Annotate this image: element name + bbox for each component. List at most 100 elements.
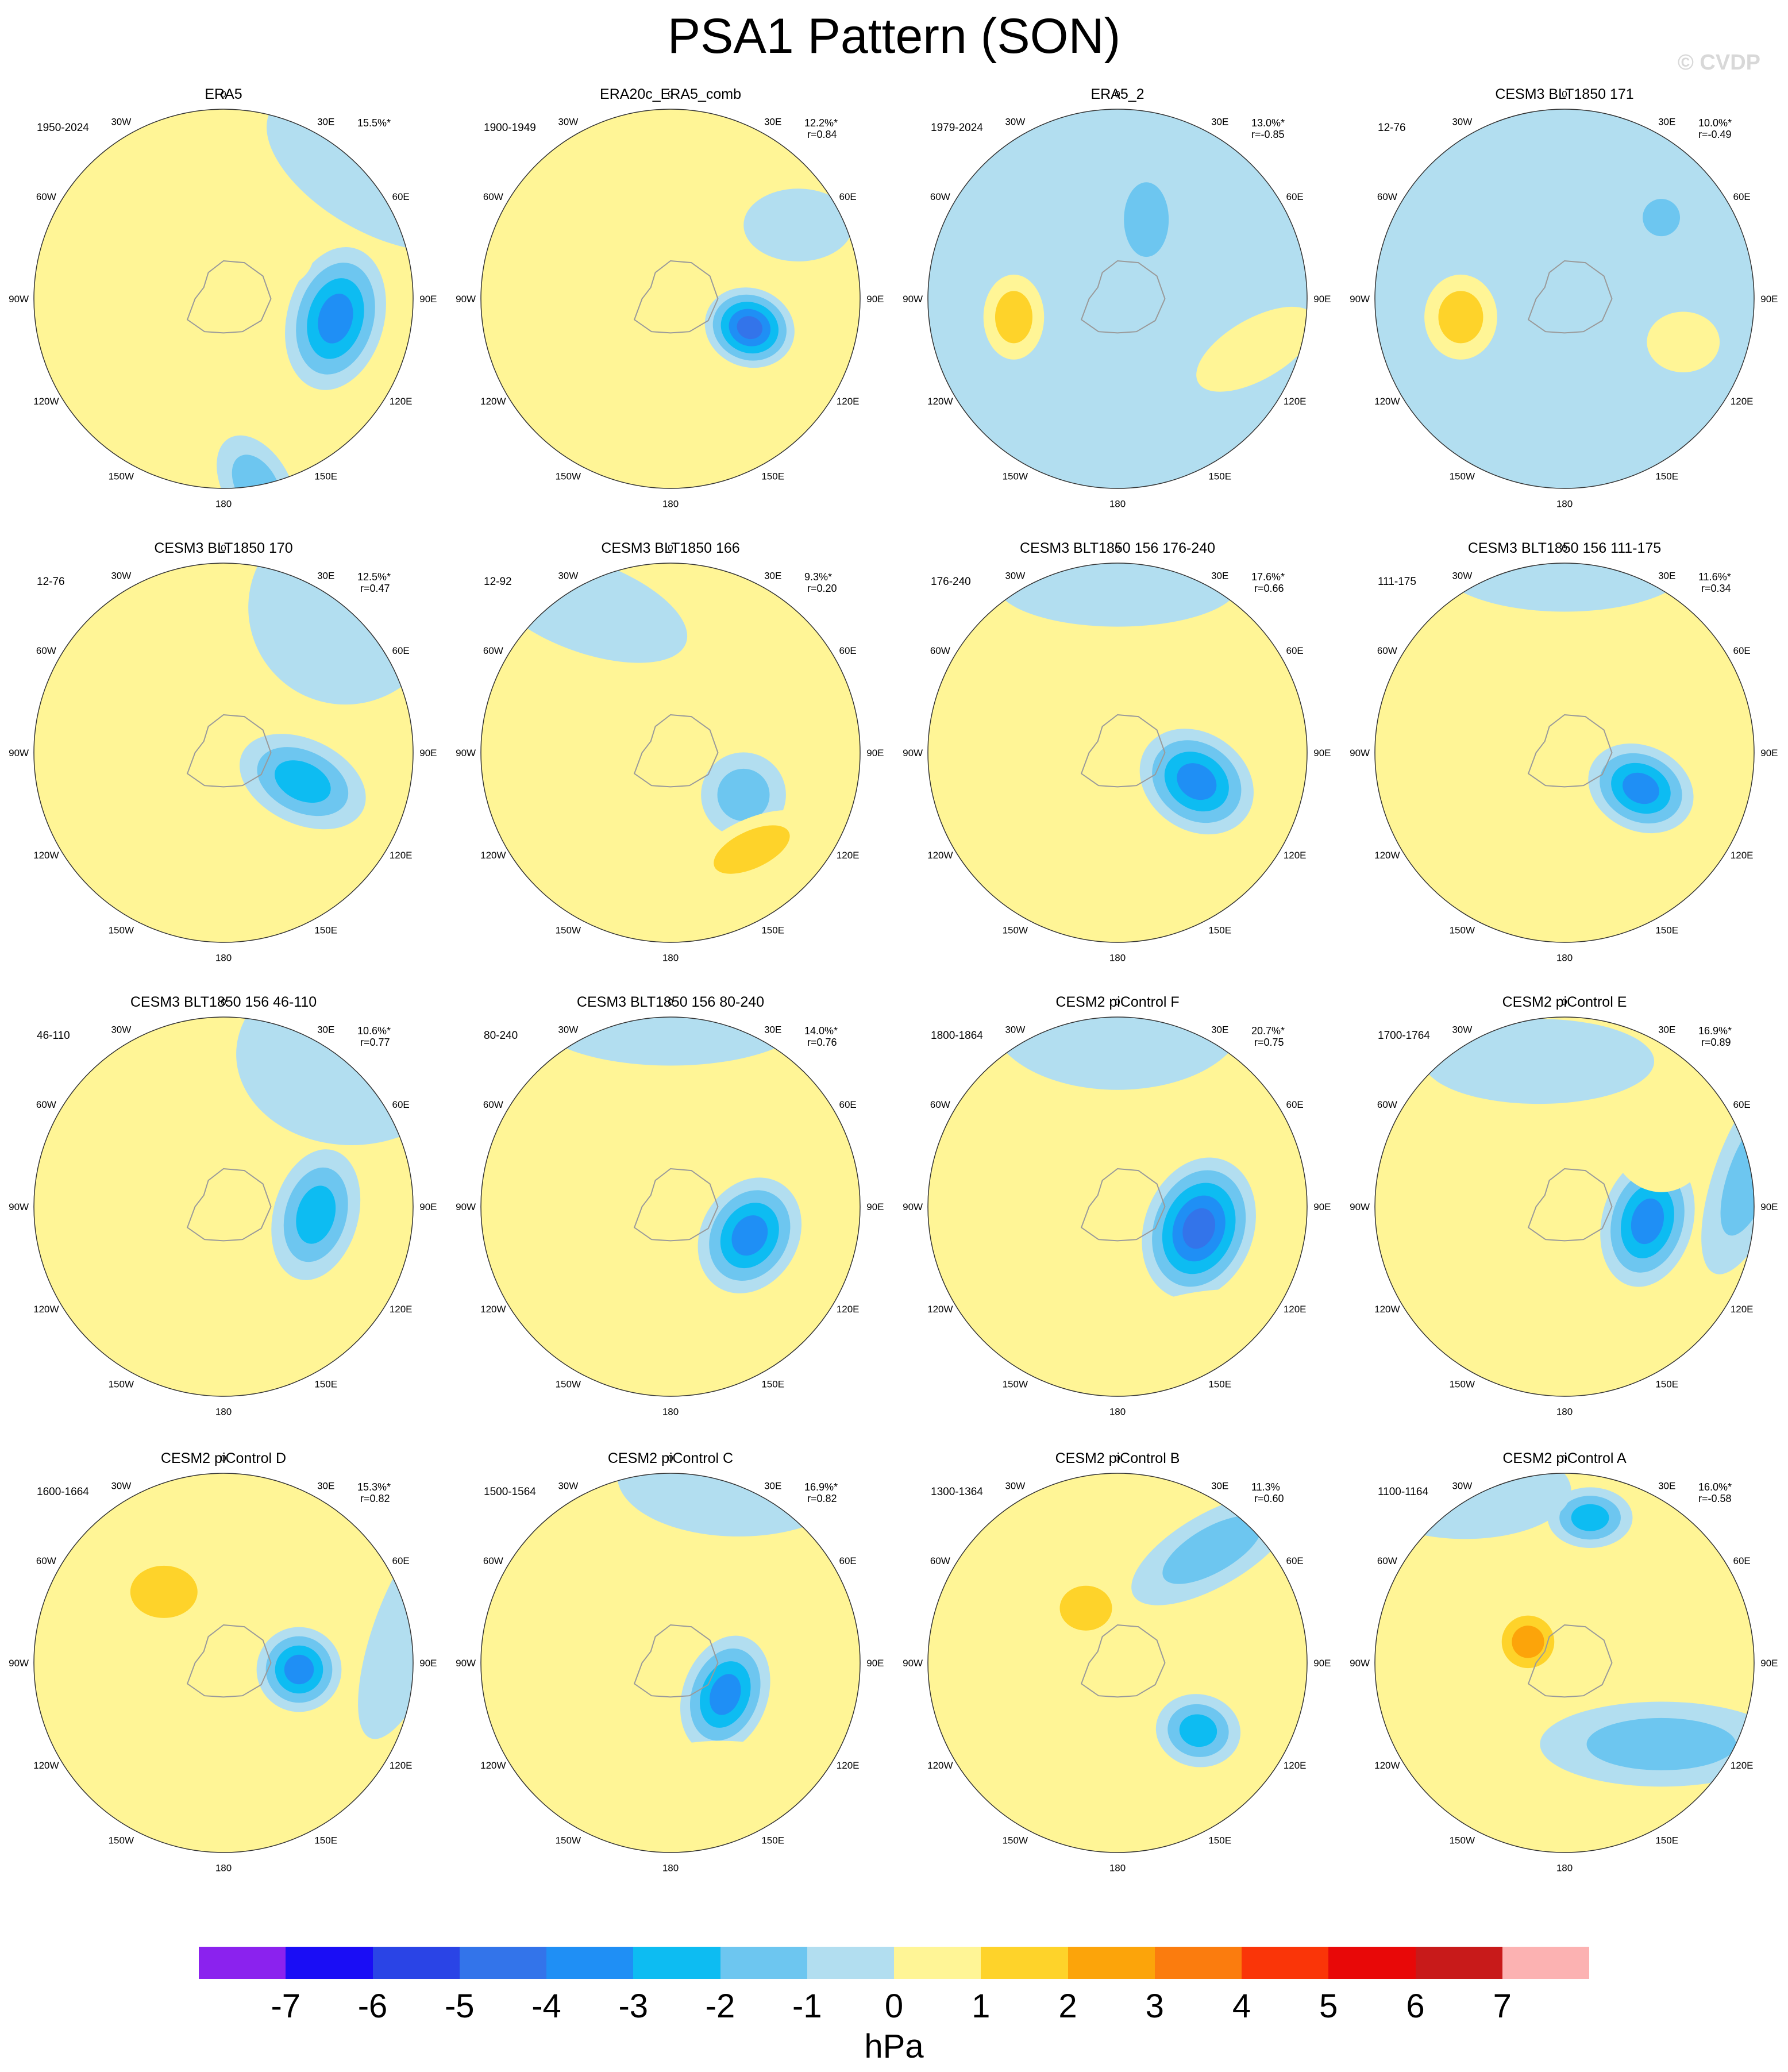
map-panel: 0 30E 60E 90E 120E 150E 180 150W 120W 90W 60W 30W CE… <box>1341 80 1788 534</box>
lon-label: 60W <box>1377 1555 1397 1566</box>
lon-label: 60E <box>1286 645 1304 656</box>
lon-label: 150E <box>1208 1379 1231 1390</box>
lon-label: 60W <box>930 645 950 656</box>
lon-label: 150E <box>1655 1835 1678 1846</box>
panel-stats: 14.0%* r=0.76 <box>804 1025 838 1048</box>
map-border <box>927 109 1308 489</box>
lon-label: 180 <box>662 1406 679 1417</box>
map-border <box>927 1016 1308 1397</box>
map-panel: 0 30E 60E 90E 120E 150E 180 150W 120W 90W 60W 30W CE… <box>0 988 447 1442</box>
map-panel: 0 30E 60E 90E 120E 150E 180 150W 120W 90W 60W 30W ER… <box>0 80 447 534</box>
lon-label: 150E <box>314 1835 337 1846</box>
anomaly-contour <box>318 294 353 344</box>
lon-label: 90E <box>419 1201 437 1212</box>
colorbar-tick-label: 0 <box>884 1988 904 2025</box>
lon-label: 90E <box>1760 748 1778 758</box>
antarctica-coastline <box>1080 260 1166 334</box>
map-border <box>480 563 861 943</box>
lon-label: 180 <box>1556 952 1573 963</box>
colorbar-tick-label: -4 <box>531 1988 561 2025</box>
polar-map: 0 30E 60E 90E 120E 150E 180 150W 120W 90W 60W 30W <box>9 89 437 510</box>
lon-label: 30E <box>1658 116 1675 127</box>
map-background <box>928 109 1307 488</box>
map-border <box>1374 1473 1755 1853</box>
lon-label: 60E <box>1286 1099 1304 1110</box>
lon-label: 120E <box>1284 396 1307 407</box>
map-panel: 0 30E 60E 90E 120E 150E 180 150W 120W 90W 60W 30W CE… <box>0 534 447 988</box>
colorbar-swatch <box>633 1947 720 1979</box>
lon-label: 150W <box>1450 925 1475 936</box>
lon-label: 120E <box>1731 1304 1754 1315</box>
colorbar-labels: -7 -6 -5 -4 -3 -2 -1 0 1 2 3 4 5 6 7 <box>199 1987 1589 2027</box>
colorbar-tick-label: -2 <box>705 1988 735 2025</box>
colorbar-swatch <box>1328 1947 1416 1979</box>
lon-label: 60W <box>483 1099 503 1110</box>
colorbar-swatch <box>372 1947 460 1979</box>
antarctica-coastline <box>1080 1624 1166 1698</box>
anomaly-contour <box>1623 772 1659 804</box>
lon-label: 90W <box>903 1658 923 1669</box>
lon-label: 0 <box>1562 543 1567 554</box>
lon-label: 60W <box>483 1555 503 1566</box>
polar-map: 0 30E 60E 90E 120E 150E 180 150W 120W 90W 60W 30W <box>903 997 1331 1418</box>
colorbar-tick-label: 1 <box>972 1988 991 2025</box>
anomaly-contour <box>1124 182 1169 257</box>
lon-label: 180 <box>1556 1862 1573 1873</box>
lon-label: 90W <box>1350 1658 1370 1669</box>
map-panel: 0 30E 60E 90E 120E 150E 180 150W 120W 90W 60W 30W CE… <box>447 534 894 988</box>
lon-label: 90E <box>1313 1201 1331 1212</box>
panel-title: CESM3 BLT1850 156 80-240 <box>576 994 765 1010</box>
lon-label: 60W <box>930 1099 950 1110</box>
map-border <box>480 1016 861 1397</box>
map-panel: 0 30E 60E 90E 120E 150E 180 150W 120W 90W 60W 30W ER… <box>447 80 894 534</box>
panel-title: CESM3 BLT1850 156 111-175 <box>1467 540 1662 556</box>
antarctica-coastline <box>633 1624 719 1698</box>
lon-label: 90E <box>1760 294 1778 305</box>
anomaly-contour <box>1606 1058 1716 1192</box>
anomaly-contour <box>717 768 770 821</box>
map-panel: 0 30E 60E 90E 120E 150E 180 150W 120W 90W 60W 30W CE… <box>0 1445 447 1898</box>
colorbar-tick-label: 4 <box>1232 1988 1251 2025</box>
antarctica-coastline <box>1080 1168 1166 1242</box>
lon-label: 150E <box>314 925 337 936</box>
lon-label: 30W <box>1452 570 1472 581</box>
anomaly-contour <box>737 316 763 340</box>
anomaly-contour <box>1571 1504 1609 1531</box>
panel-stats: 15.5%* <box>357 117 391 129</box>
lon-label: 30E <box>1211 1480 1228 1491</box>
lon-label: 90E <box>419 748 437 758</box>
anomaly-contour <box>1182 1208 1216 1249</box>
lon-label: 120E <box>1284 850 1307 861</box>
lon-label: 180 <box>1109 952 1126 963</box>
panel-stats: 20.7%* r=0.75 <box>1251 1025 1285 1048</box>
colorbar-swatch <box>807 1947 894 1979</box>
lon-label: 0 <box>221 997 226 1008</box>
panel-stats: 11.6%* r=0.34 <box>1698 571 1731 594</box>
lon-label: 90W <box>456 294 476 305</box>
panel-period: 1979-2024 <box>931 122 983 134</box>
lon-label: 150W <box>556 1379 581 1390</box>
lon-label: 180 <box>1109 1406 1126 1417</box>
panel-period: 176-240 <box>931 576 971 588</box>
lon-label: 60W <box>36 1099 56 1110</box>
lon-label: 30W <box>1452 116 1472 127</box>
anomaly-contour <box>1586 1717 1736 1770</box>
lon-label: 150W <box>556 1835 581 1846</box>
lon-label: 30E <box>317 116 334 127</box>
lon-label: 120W <box>927 850 953 861</box>
lon-label: 30E <box>317 1024 334 1035</box>
polar-map: 0 30E 60E 90E 120E 150E 180 150W 120W 90W 60W 30W <box>1350 997 1778 1418</box>
lon-label: 90E <box>866 748 884 758</box>
panel-period: 12-76 <box>1378 122 1406 134</box>
lon-label: 90E <box>866 1201 884 1212</box>
polar-map: 0 30E 60E 90E 120E 150E 180 150W 120W 90W 60W 30W <box>9 997 437 1418</box>
antarctica-coastline <box>186 1168 272 1242</box>
anomaly-contour <box>1059 1585 1112 1631</box>
lon-label: 90W <box>456 1658 476 1669</box>
panel-period: 12-76 <box>37 576 65 588</box>
lon-label: 150W <box>109 925 134 936</box>
lon-label: 60E <box>1286 191 1304 202</box>
lon-label: 180 <box>1556 1406 1573 1417</box>
lon-label: 120E <box>837 1760 860 1771</box>
anomaly-contour <box>743 188 853 262</box>
